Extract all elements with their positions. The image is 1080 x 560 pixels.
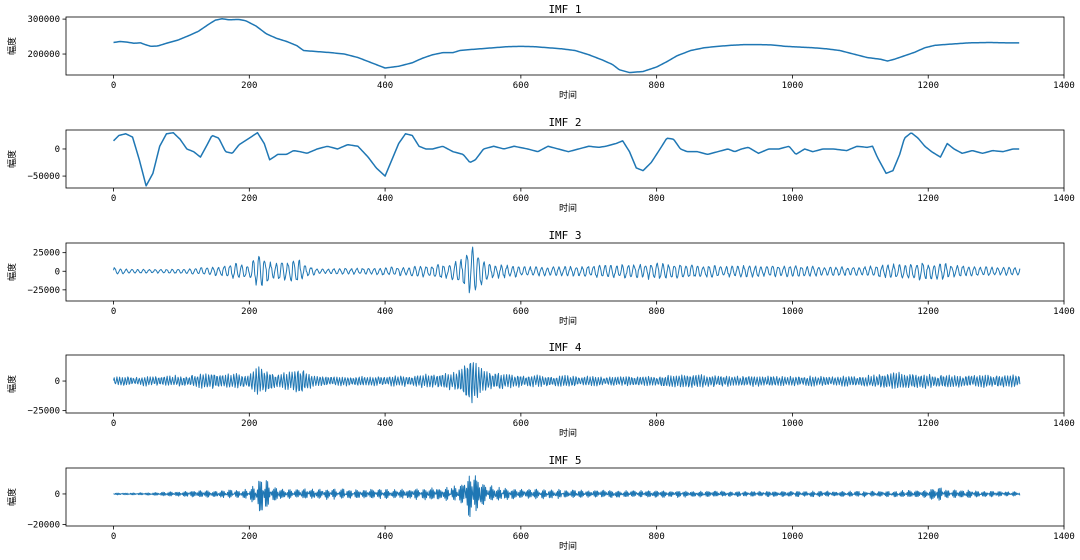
x-tick-label: 0 [111,194,116,204]
y-tick-label: 0 [55,490,60,500]
y-tick-label: −20000 [27,520,60,530]
x-tick-label: 1000 [782,81,804,91]
x-tick-label: 800 [649,81,665,91]
axes-frame [65,242,1065,302]
x-axis-label: 时间 [559,89,577,101]
series-line [112,131,1020,187]
y-tick-label: 0 [55,267,60,277]
x-tick-label: 600 [513,419,529,429]
x-axis-label: 时间 [559,427,577,439]
x-tick-label: 200 [241,194,257,204]
y-tick-label: 300000 [27,15,60,25]
panel-title: IMF 2 [548,116,581,129]
panel-title: IMF 5 [548,454,581,467]
x-tick-label: 800 [649,532,665,542]
series-line [113,475,1021,518]
x-tick-label: 600 [513,81,529,91]
x-tick-label: 1200 [917,532,939,542]
axes-frame [65,354,1065,414]
x-tick-label: 600 [513,532,529,542]
x-tick-label: 0 [111,532,116,542]
y-axis-label: 幅度 [6,263,18,281]
panel-title: IMF 4 [548,341,581,354]
series-line [113,18,1020,74]
x-tick-label: 400 [377,194,393,204]
y-tick-label: 25000 [33,249,60,259]
panel-title: IMF 1 [548,3,581,16]
axes-frame [65,16,1065,76]
x-tick-label: 800 [649,419,665,429]
x-tick-label: 600 [513,194,529,204]
imf-panel-2: IMF 2 0 200 400 600 800 1000 1200 1400 −50000 0 时间 幅… [6,116,1075,214]
x-tick-label: 1200 [917,307,939,317]
x-tick-label: 200 [241,419,257,429]
axes-frame [65,129,1065,189]
x-axis-label: 时间 [559,315,577,327]
x-tick-label: 400 [377,307,393,317]
y-tick-label: −25000 [27,286,60,296]
x-tick-label: 1400 [1053,419,1075,429]
x-tick-label: 200 [241,532,257,542]
x-tick-label: 400 [377,81,393,91]
x-tick-label: 0 [111,307,116,317]
x-tick-label: 1400 [1053,194,1075,204]
series-line [113,246,1021,294]
y-tick-label: 0 [55,145,60,155]
x-tick-label: 200 [241,307,257,317]
x-tick-label: 1000 [782,532,804,542]
y-tick-label: −25000 [27,407,60,417]
x-tick-label: 800 [649,194,665,204]
y-axis-label: 幅度 [6,375,18,393]
y-axis-label: 幅度 [6,37,18,55]
y-tick-label: 0 [55,377,60,387]
x-tick-label: 1400 [1053,307,1075,317]
y-axis-label: 幅度 [6,150,18,168]
panel-title: IMF 3 [548,229,581,242]
x-tick-label: 400 [377,532,393,542]
x-tick-label: 600 [513,307,529,317]
x-tick-label: 1200 [917,419,939,429]
imf-panel-1: IMF 1 0 200 400 600 800 1000 1200 1400 200000 3000… [6,3,1075,101]
x-tick-label: 1000 [782,194,804,204]
x-tick-label: 0 [111,419,116,429]
imf-panel-5: IMF 5 0 200 400 600 800 1000 1200 1400 −20000 0 时间 幅… [6,454,1075,552]
x-tick-label: 1200 [917,194,939,204]
series-line [113,362,1021,404]
x-tick-label: 800 [649,307,665,317]
y-tick-label: 200000 [27,50,60,60]
y-axis-label: 幅度 [6,488,18,506]
x-tick-label: 1400 [1053,81,1075,91]
x-axis-label: 时间 [559,202,577,214]
imf-panel-3: IMF 3 0 200 400 600 800 1000 1200 1400 −25000 0 250… [6,229,1075,327]
x-tick-label: 1200 [917,81,939,91]
x-tick-label: 200 [241,81,257,91]
x-tick-label: 1000 [782,419,804,429]
x-tick-label: 1400 [1053,532,1075,542]
axes-frame [65,467,1065,527]
x-axis-label: 时间 [559,540,577,552]
x-tick-label: 0 [111,81,116,91]
x-tick-label: 1000 [782,307,804,317]
x-tick-label: 400 [377,419,393,429]
y-tick-label: −50000 [27,172,60,182]
imf-panel-4: IMF 4 0 200 400 600 800 1000 1200 1400 −25000 0 时间 幅… [6,341,1075,439]
